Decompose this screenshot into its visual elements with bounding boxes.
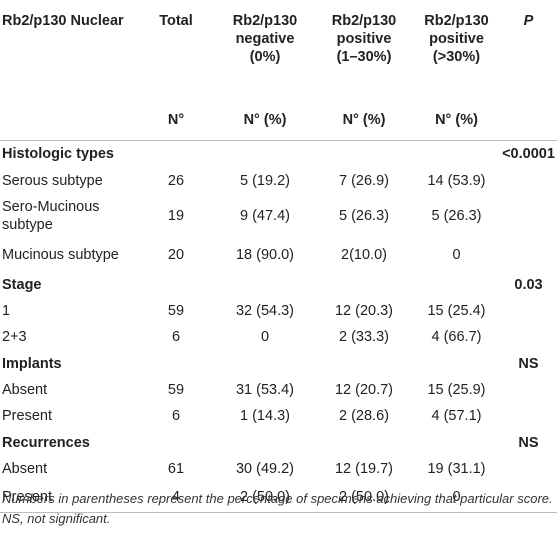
table-row: Present 6 1 (14.3) 2 (28.6) 4 (57.1) xyxy=(0,403,557,430)
positive-low-cell: 2(10.0) xyxy=(341,246,387,263)
positive-low-cell: 2 (50.0) xyxy=(339,488,389,505)
header-negative-line2: negative xyxy=(235,31,295,47)
header-positive-low: Rb2/p130 positive (1–30%) xyxy=(315,0,413,100)
row-label: Present xyxy=(2,408,52,424)
header-positive-low-line2: positive xyxy=(336,31,392,47)
section-label: Implants xyxy=(2,355,62,372)
row-label: Serous subtype xyxy=(2,172,103,189)
p-value: NS xyxy=(518,434,539,451)
header-p: P xyxy=(523,13,534,29)
positive-high-cell: 19 (31.1) xyxy=(427,460,486,477)
positive-high-cell: 5 (26.3) xyxy=(431,207,482,224)
positive-high-cell: 15 (25.4) xyxy=(427,302,486,319)
positive-low-cell: 12 (20.3) xyxy=(334,302,394,319)
header-positive-low-line3: (1–30%) xyxy=(336,49,392,65)
section-row: Implants NS xyxy=(0,351,557,377)
p-value: <0.0001 xyxy=(502,146,555,163)
table-header: Rb2/p130 Nuclear Total Rb2/p130 negative… xyxy=(0,0,557,141)
table-row: Serous subtype 26 5 (19.2) 7 (26.9) 14 (… xyxy=(0,168,557,194)
total-cell: 20 xyxy=(167,246,185,263)
table-row: 1 59 32 (54.3) 12 (20.3) 15 (25.4) xyxy=(0,298,557,324)
table-row: Mucinous subtype 20 18 (90.0) 2(10.0) 0 xyxy=(0,238,557,272)
positive-high-cell: 4 (57.1) xyxy=(431,408,482,424)
total-cell: 59 xyxy=(167,381,185,398)
positive-low-cell: 2 (28.6) xyxy=(339,408,389,424)
positive-low-cell: 2 (33.3) xyxy=(339,329,389,345)
header-negative-line3: (0%) xyxy=(249,49,281,65)
table-row: Sero-Mucinous subtype 19 9 (47.4) 5 (26.… xyxy=(0,194,557,238)
header-nuclear: Rb2/p130 Nuclear xyxy=(2,13,124,29)
row-label: 2+3 xyxy=(2,329,27,345)
p-value: 0.03 xyxy=(514,276,543,293)
subheader-cell-0 xyxy=(0,100,137,141)
header-positive-high-line1: Rb2/p130 xyxy=(424,13,489,29)
negative-cell: 18 (90.0) xyxy=(235,246,295,263)
row-label: Absent xyxy=(2,381,48,398)
header-negative-line1: Rb2/p130 xyxy=(232,13,298,29)
positive-high-cell: 0 xyxy=(452,246,461,263)
subheader-cell-3: N° (%) xyxy=(342,112,386,128)
table-row: Present 4 2 (50.0) 2 (50.0) 0 xyxy=(0,482,557,512)
row-label: Mucinous subtype xyxy=(2,246,119,263)
section-row: Recurrences NS xyxy=(0,430,557,456)
negative-cell: 30 (49.2) xyxy=(235,460,295,477)
section-label: Stage xyxy=(2,276,42,293)
positive-low-cell: 7 (26.9) xyxy=(339,172,389,189)
total-cell: 6 xyxy=(171,329,181,345)
negative-cell: 0 xyxy=(260,329,270,345)
positive-low-cell: 12 (19.7) xyxy=(334,460,394,477)
header-positive-high-line3: (>30%) xyxy=(432,49,481,65)
negative-cell: 2 (50.0) xyxy=(240,488,290,505)
subheader-cell-5 xyxy=(500,100,557,141)
subheader-row: N° N° (%) N° (%) N° (%) xyxy=(0,100,557,141)
negative-cell: 1 (14.3) xyxy=(240,408,290,424)
row-label: Absent xyxy=(2,460,48,477)
negative-cell: 5 (19.2) xyxy=(240,172,290,189)
table-row: Absent 61 30 (49.2) 12 (19.7) 19 (31.1) xyxy=(0,456,557,482)
table-row: Absent 59 31 (53.4) 12 (20.7) 15 (25.9) xyxy=(0,377,557,403)
table-body: Histologic types <0.0001 Serous subtype … xyxy=(0,141,557,512)
negative-cell: 32 (54.3) xyxy=(235,302,295,319)
positive-high-cell: 15 (25.9) xyxy=(427,381,486,398)
section-label: Histologic types xyxy=(2,146,114,163)
data-table: Rb2/p130 Nuclear Total Rb2/p130 negative… xyxy=(0,0,557,512)
header-negative: Rb2/p130 negative (0%) xyxy=(215,0,315,100)
negative-cell: 9 (47.4) xyxy=(240,207,290,224)
section-label: Recurrences xyxy=(2,434,90,451)
total-cell: 26 xyxy=(167,172,185,189)
subheader-cell-1: N° xyxy=(167,112,185,128)
table-row: 2+3 6 0 2 (33.3) 4 (66.7) xyxy=(0,324,557,351)
header-positive-high: Rb2/p130 positive (>30%) xyxy=(413,0,500,100)
total-cell: 6 xyxy=(171,408,181,424)
section-row: Histologic types <0.0001 xyxy=(0,141,557,168)
subheader-cell-2: N° (%) xyxy=(243,112,287,128)
positive-low-cell: 12 (20.7) xyxy=(334,381,394,398)
p-value: NS xyxy=(518,355,539,372)
row-label: Present xyxy=(2,488,52,505)
header-row: Rb2/p130 Nuclear Total Rb2/p130 negative… xyxy=(0,0,557,100)
positive-high-cell: 0 xyxy=(452,488,461,505)
total-cell: 61 xyxy=(167,460,185,477)
row-label: Sero-Mucinous subtype xyxy=(2,198,100,233)
positive-low-cell: 5 (26.3) xyxy=(339,207,389,224)
header-positive-high-line2: positive xyxy=(429,31,484,47)
total-cell: 59 xyxy=(167,302,185,319)
header-total: Total xyxy=(159,13,193,29)
negative-cell: 31 (53.4) xyxy=(235,381,295,398)
table-footnote: Numbers in parentheses represent the per… xyxy=(2,491,553,526)
positive-high-cell: 14 (53.9) xyxy=(427,172,486,189)
positive-high-cell: 4 (66.7) xyxy=(431,329,482,345)
subheader-cell-4: N° (%) xyxy=(435,112,478,128)
total-cell: 4 xyxy=(171,488,181,505)
header-positive-low-line1: Rb2/p130 xyxy=(331,13,397,29)
row-label: 1 xyxy=(2,302,11,319)
total-cell: 19 xyxy=(167,207,185,224)
section-row: Stage 0.03 xyxy=(0,272,557,298)
